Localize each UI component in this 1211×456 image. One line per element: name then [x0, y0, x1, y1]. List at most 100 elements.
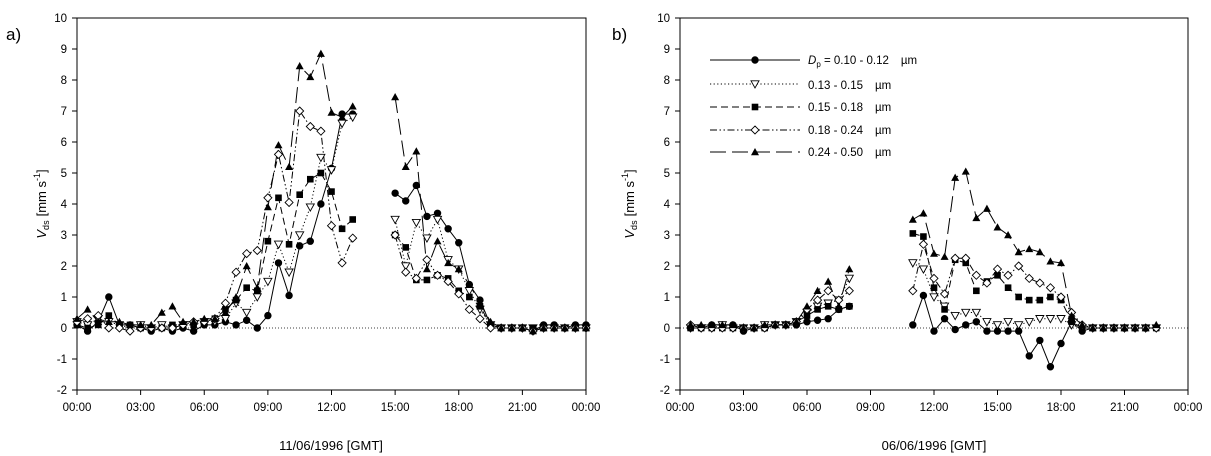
data-point-s2	[908, 259, 918, 268]
x-tick-label: 12:00	[920, 402, 949, 414]
data-point-s5	[951, 173, 960, 181]
series-group-b	[685, 167, 1162, 371]
data-point-s4	[167, 323, 178, 333]
x-tick-label: 21:00	[508, 402, 537, 414]
data-point-s4	[1014, 261, 1024, 271]
data-point-s4	[422, 255, 432, 265]
legend: Dp = 0.10 - 0.12 µm 0.13 - 0.15 µm 0.15 - …	[710, 55, 917, 159]
data-point-s2	[432, 215, 443, 225]
y-axis-label-b: Vds [mm s-1]	[620, 169, 639, 238]
data-point-s4	[950, 253, 960, 263]
data-point-s5	[550, 324, 559, 332]
data-point-s4	[295, 106, 305, 116]
data-point-s5	[104, 317, 113, 325]
data-point-s3	[296, 191, 303, 198]
data-point-s2	[305, 203, 316, 213]
data-point-s1	[274, 259, 283, 267]
series-line-s3	[76, 172, 354, 329]
data-point-s3	[1015, 293, 1022, 301]
series-line-s1	[912, 293, 1157, 369]
data-point-s5	[274, 141, 283, 149]
y-tick-label: -2	[57, 385, 67, 397]
data-point-s4	[475, 314, 485, 324]
data-point-s2	[918, 265, 929, 275]
data-point-s5	[242, 262, 251, 270]
data-point-s5	[908, 215, 917, 223]
data-point-s4	[242, 248, 252, 259]
x-axis-label-a: 11/06/1996 [GMT]	[279, 438, 383, 453]
data-point-s5	[1035, 248, 1044, 256]
series-line-s4	[76, 109, 354, 332]
data-point-s2	[316, 153, 326, 163]
data-point-s3	[317, 169, 325, 177]
data-point-s4	[284, 197, 294, 208]
legend-line-s3	[710, 103, 800, 111]
data-point-s5	[507, 324, 516, 332]
legend-label-text: 0.24 - 0.50	[808, 147, 863, 159]
data-point-s5	[1057, 258, 1065, 267]
series-line-s4	[912, 242, 1157, 329]
data-point-s1	[306, 237, 314, 245]
data-point-s3	[423, 276, 431, 284]
legend-marker	[751, 148, 759, 156]
x-tick-label: 18:00	[444, 402, 473, 414]
legend-line-s4	[710, 125, 800, 135]
series-group-a	[72, 49, 591, 336]
data-point-s1	[285, 291, 293, 300]
panel-b: b) -2 -1 0 1 2 3 4 5 6 7 8 9 10 00:00 03:00 06:00 09:00…	[612, 13, 1202, 453]
panel-label-b: b)	[612, 25, 627, 44]
data-point-s3	[466, 293, 473, 301]
data-point-s1	[962, 321, 970, 329]
data-point-s3	[1047, 293, 1054, 301]
y-ticks-b: -2 -1 0 1 2 3 4 5 6 7 8 9 10	[657, 13, 680, 397]
data-point-s2	[294, 231, 305, 240]
data-point-s3	[803, 312, 811, 319]
data-point-s4	[812, 295, 823, 305]
y-label-exp-a: -1	[32, 173, 42, 181]
data-point-s5	[781, 320, 790, 329]
data-point-s5	[210, 314, 219, 322]
y-label-close-a: ]	[34, 169, 49, 173]
y-tick-label: 7	[664, 106, 670, 118]
data-point-s5	[771, 320, 780, 329]
y-tick-label: 2	[664, 261, 670, 273]
data-point-s5	[728, 320, 737, 329]
data-point-s5	[750, 324, 759, 332]
y-tick-label: 0	[61, 323, 67, 335]
x-tick-label: 06:00	[190, 402, 219, 414]
data-point-s4	[316, 126, 326, 136]
data-point-s1	[264, 311, 272, 320]
data-point-s5	[391, 93, 400, 101]
data-point-s1	[803, 318, 811, 326]
x-tick-label: 09:00	[856, 402, 885, 414]
data-point-s4	[263, 193, 273, 203]
data-point-s5	[1120, 324, 1129, 332]
data-point-s5	[707, 320, 716, 329]
data-point-s3	[1025, 296, 1033, 304]
data-point-s4	[929, 273, 939, 284]
data-point-s5	[1025, 244, 1034, 253]
data-point-s5	[1152, 320, 1161, 329]
data-point-s5	[1004, 231, 1013, 239]
data-point-s5	[412, 147, 421, 155]
y-label-main-b: V	[622, 229, 637, 239]
data-point-s1	[455, 239, 463, 247]
data-point-s4	[125, 326, 135, 336]
x-tick-label: 00:00	[666, 402, 695, 414]
data-point-s5	[168, 302, 177, 310]
data-point-s1	[242, 316, 251, 324]
data-point-s4	[918, 239, 929, 249]
legend-label-text: 0.13 - 0.15	[808, 80, 863, 92]
y-tick-label: 4	[664, 199, 671, 211]
x-tick-label: 21:00	[1110, 402, 1139, 414]
data-point-s2	[263, 277, 273, 287]
y-label-close-b: ]	[622, 169, 637, 173]
data-point-s4	[1045, 283, 1056, 293]
data-point-s2	[982, 318, 992, 327]
legend-marker	[750, 80, 760, 89]
data-point-s4	[823, 286, 833, 296]
x-axis-label-b: 06/06/1996 [GMT]	[882, 438, 987, 453]
legend-label: 0.24 - 0.50 µm	[808, 147, 891, 159]
data-point-s2	[326, 166, 337, 175]
legend-unit: µm	[875, 80, 891, 92]
